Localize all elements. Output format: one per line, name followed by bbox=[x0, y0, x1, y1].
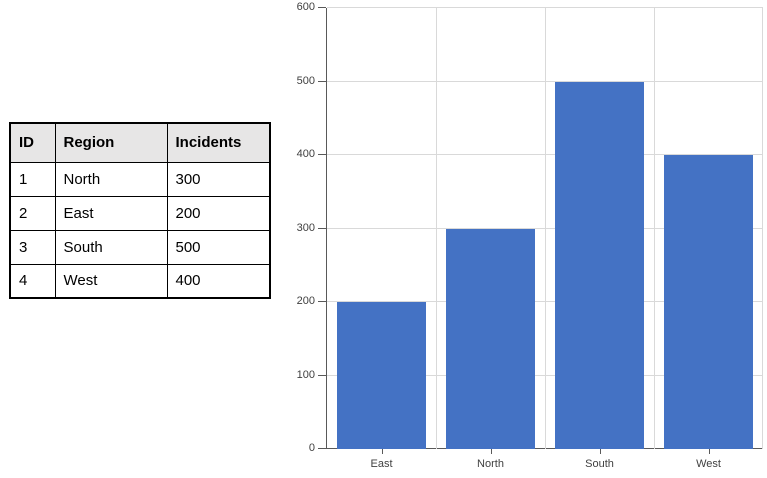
col-header-id: ID bbox=[9, 122, 56, 163]
x-gridline bbox=[436, 8, 437, 449]
x-category-label: South bbox=[585, 458, 614, 470]
cell-incidents: 200 bbox=[166, 195, 271, 231]
bar-south bbox=[555, 81, 644, 449]
cell-id: 2 bbox=[9, 195, 56, 231]
y-gridline bbox=[327, 7, 763, 8]
y-axis-tick bbox=[318, 7, 326, 8]
cell-incidents: 300 bbox=[166, 161, 271, 197]
x-axis-tick bbox=[599, 449, 601, 454]
table-header-row: ID Region Incidents bbox=[9, 122, 271, 163]
y-axis-tick bbox=[318, 374, 326, 376]
y-axis-tick bbox=[318, 448, 326, 449]
cell-region: North bbox=[54, 161, 168, 197]
x-category-label: West bbox=[696, 458, 721, 470]
y-axis-tick bbox=[318, 227, 326, 229]
cell-incidents: 400 bbox=[166, 263, 271, 299]
x-category-label: East bbox=[370, 458, 393, 470]
cell-region: West bbox=[54, 263, 168, 299]
y-tick-label: 200 bbox=[296, 295, 315, 307]
col-header-incidents: Incidents bbox=[166, 122, 271, 163]
cell-id: 4 bbox=[9, 263, 56, 299]
bar-west bbox=[664, 155, 753, 449]
bar-chart: 0 100 200 300 400 500 600 East North South West bbox=[297, 1, 763, 470]
chart-plot-area: 0 100 200 300 400 500 600 East North South West bbox=[297, 1, 763, 470]
x-gridline bbox=[762, 8, 763, 449]
y-tick-label: 100 bbox=[296, 368, 315, 381]
y-tick-label: 0 bbox=[308, 442, 315, 454]
y-axis-tick bbox=[318, 154, 326, 155]
table-row: 4 West 400 bbox=[9, 263, 271, 299]
x-gridline bbox=[654, 8, 655, 449]
x-axis-tick bbox=[708, 449, 710, 454]
table-row: 3 South 500 bbox=[9, 229, 271, 265]
table-row: 1 North 300 bbox=[9, 161, 271, 197]
x-category-label: North bbox=[477, 458, 504, 470]
y-tick-label: 600 bbox=[296, 1, 315, 13]
bar-north bbox=[446, 228, 535, 449]
table-row: 2 East 200 bbox=[9, 195, 271, 231]
y-axis-tick bbox=[318, 80, 326, 82]
y-tick-label: 400 bbox=[296, 148, 315, 160]
x-gridline bbox=[545, 8, 546, 449]
y-tick-label: 300 bbox=[296, 221, 315, 234]
cell-incidents: 500 bbox=[166, 229, 271, 265]
cell-id: 1 bbox=[9, 161, 56, 197]
bar-east bbox=[337, 302, 426, 449]
y-axis-tick bbox=[318, 301, 326, 302]
col-header-region: Region bbox=[54, 122, 168, 163]
x-axis-tick bbox=[490, 449, 492, 454]
x-axis-tick bbox=[381, 449, 383, 454]
incidents-table: ID Region Incidents 1 North 300 2 East 2… bbox=[9, 122, 271, 299]
y-tick-label: 500 bbox=[296, 74, 315, 87]
cell-region: East bbox=[54, 195, 168, 231]
cell-id: 3 bbox=[9, 229, 56, 265]
cell-region: South bbox=[54, 229, 168, 265]
